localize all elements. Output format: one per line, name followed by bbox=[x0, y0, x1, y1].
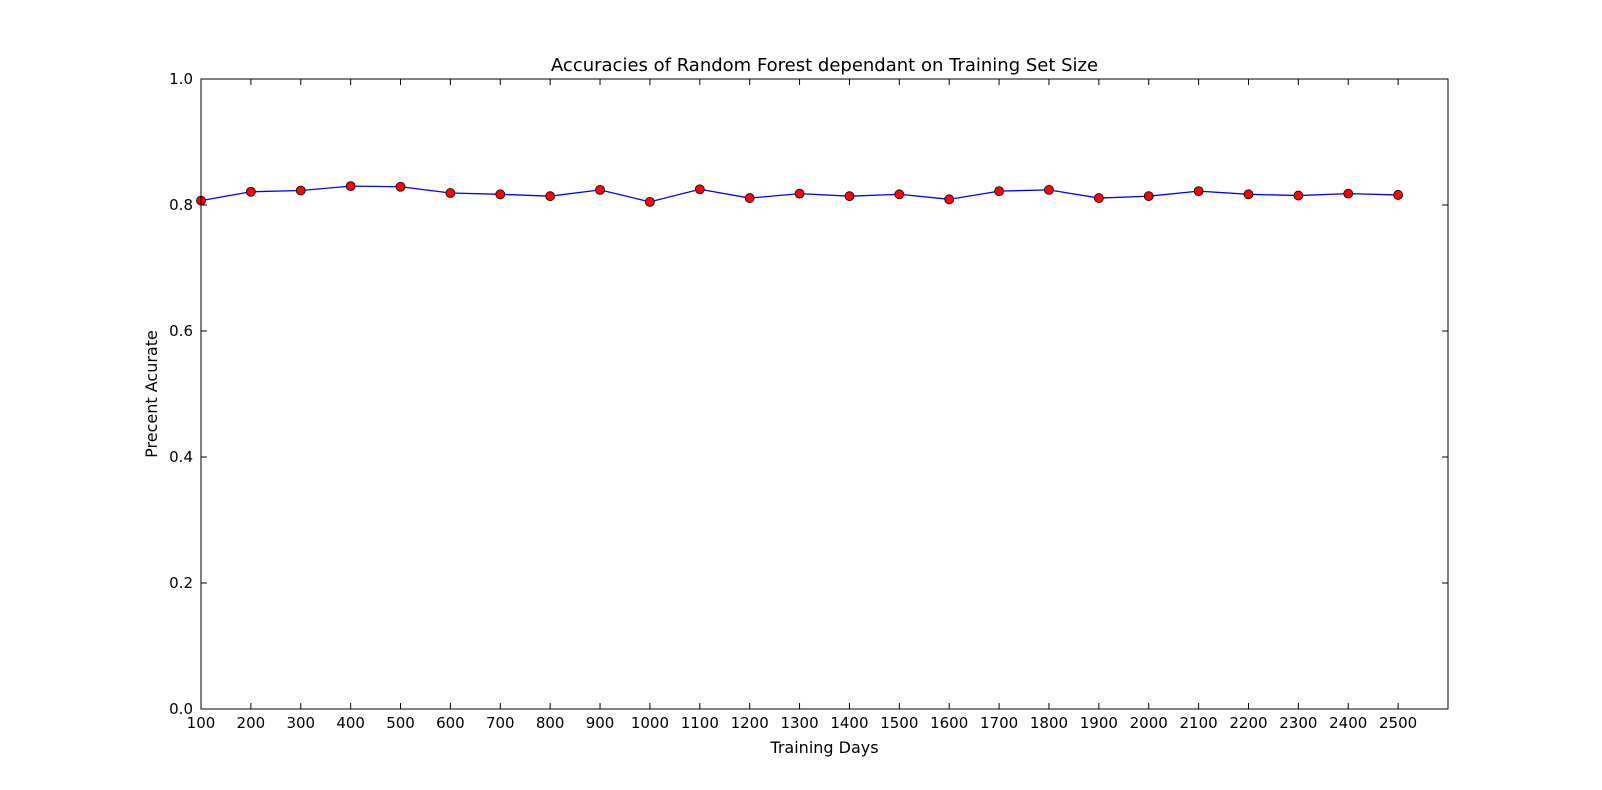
plot-frame bbox=[200, 78, 1449, 710]
x-tick-label: 2200 bbox=[1229, 714, 1267, 732]
x-tick-label: 1400 bbox=[830, 714, 868, 732]
plot-background bbox=[201, 79, 1448, 709]
y-tick-label: 0.6 bbox=[169, 322, 193, 340]
data-point bbox=[1393, 190, 1404, 200]
x-tick-label: 2100 bbox=[1180, 714, 1218, 732]
x-tick-label: 900 bbox=[586, 714, 615, 732]
data-point bbox=[944, 194, 955, 205]
data-point bbox=[1243, 189, 1254, 200]
x-tick-label: 1500 bbox=[880, 714, 918, 732]
data-series bbox=[196, 181, 1404, 207]
x-tick-label: 500 bbox=[386, 714, 415, 732]
data-point bbox=[1093, 193, 1104, 203]
data-point bbox=[994, 186, 1004, 197]
x-tick-label: 300 bbox=[286, 714, 315, 732]
data-point bbox=[295, 185, 306, 196]
x-tick-label: 600 bbox=[436, 714, 465, 732]
data-point bbox=[844, 191, 855, 202]
data-point bbox=[894, 189, 905, 200]
x-tick-label: 1600 bbox=[930, 714, 968, 732]
data-point bbox=[694, 184, 705, 195]
data-point bbox=[1044, 184, 1054, 195]
y-tick-label: 0.2 bbox=[169, 574, 193, 592]
y-tick-label: 0.4 bbox=[169, 448, 193, 466]
data-point bbox=[595, 184, 605, 195]
x-tick-label: 700 bbox=[486, 714, 515, 732]
data-point bbox=[245, 186, 256, 197]
data-point bbox=[1193, 186, 1204, 197]
x-tick-label: 1300 bbox=[780, 714, 818, 732]
x-tick-label: 2400 bbox=[1329, 714, 1367, 732]
data-point bbox=[645, 196, 655, 207]
x-axis-label: Training Days bbox=[769, 738, 878, 757]
chart-title: Accuracies of Random Forest dependant on… bbox=[551, 55, 1098, 76]
x-tick-label: 2500 bbox=[1379, 714, 1417, 732]
data-point bbox=[1343, 188, 1354, 199]
data-point bbox=[345, 181, 356, 192]
x-tick-label: 200 bbox=[237, 714, 266, 732]
x-tick-label: 2000 bbox=[1130, 714, 1168, 732]
data-point bbox=[794, 188, 805, 199]
data-point bbox=[395, 181, 406, 192]
x-tick-label: 1700 bbox=[980, 714, 1018, 732]
y-tick-label: 0.0 bbox=[169, 700, 193, 718]
data-point bbox=[1143, 191, 1154, 202]
x-tick-label: 800 bbox=[536, 714, 565, 732]
x-tick-label: 1000 bbox=[631, 714, 669, 732]
x-tick-label: 1800 bbox=[1030, 714, 1068, 732]
data-point bbox=[1293, 190, 1304, 201]
data-point bbox=[545, 191, 556, 202]
y-tick-label: 0.8 bbox=[169, 196, 193, 214]
data-point bbox=[744, 193, 755, 203]
data-point bbox=[445, 188, 456, 198]
x-tick-label: 1200 bbox=[731, 714, 769, 732]
y-tick-label: 1.0 bbox=[169, 70, 193, 88]
x-tick-label: 2300 bbox=[1279, 714, 1317, 732]
y-axis-label: Precent Acurate bbox=[142, 330, 161, 458]
data-point bbox=[495, 189, 506, 200]
x-tick-label: 1900 bbox=[1080, 714, 1118, 732]
axis-ticks: 100 200 300 400 500 600 700 800 900 1000 1100 1200 1… bbox=[169, 70, 1448, 732]
x-tick-label: 400 bbox=[336, 714, 365, 732]
x-tick-label: 100 bbox=[187, 714, 216, 732]
x-tick-label: 1100 bbox=[681, 714, 719, 732]
